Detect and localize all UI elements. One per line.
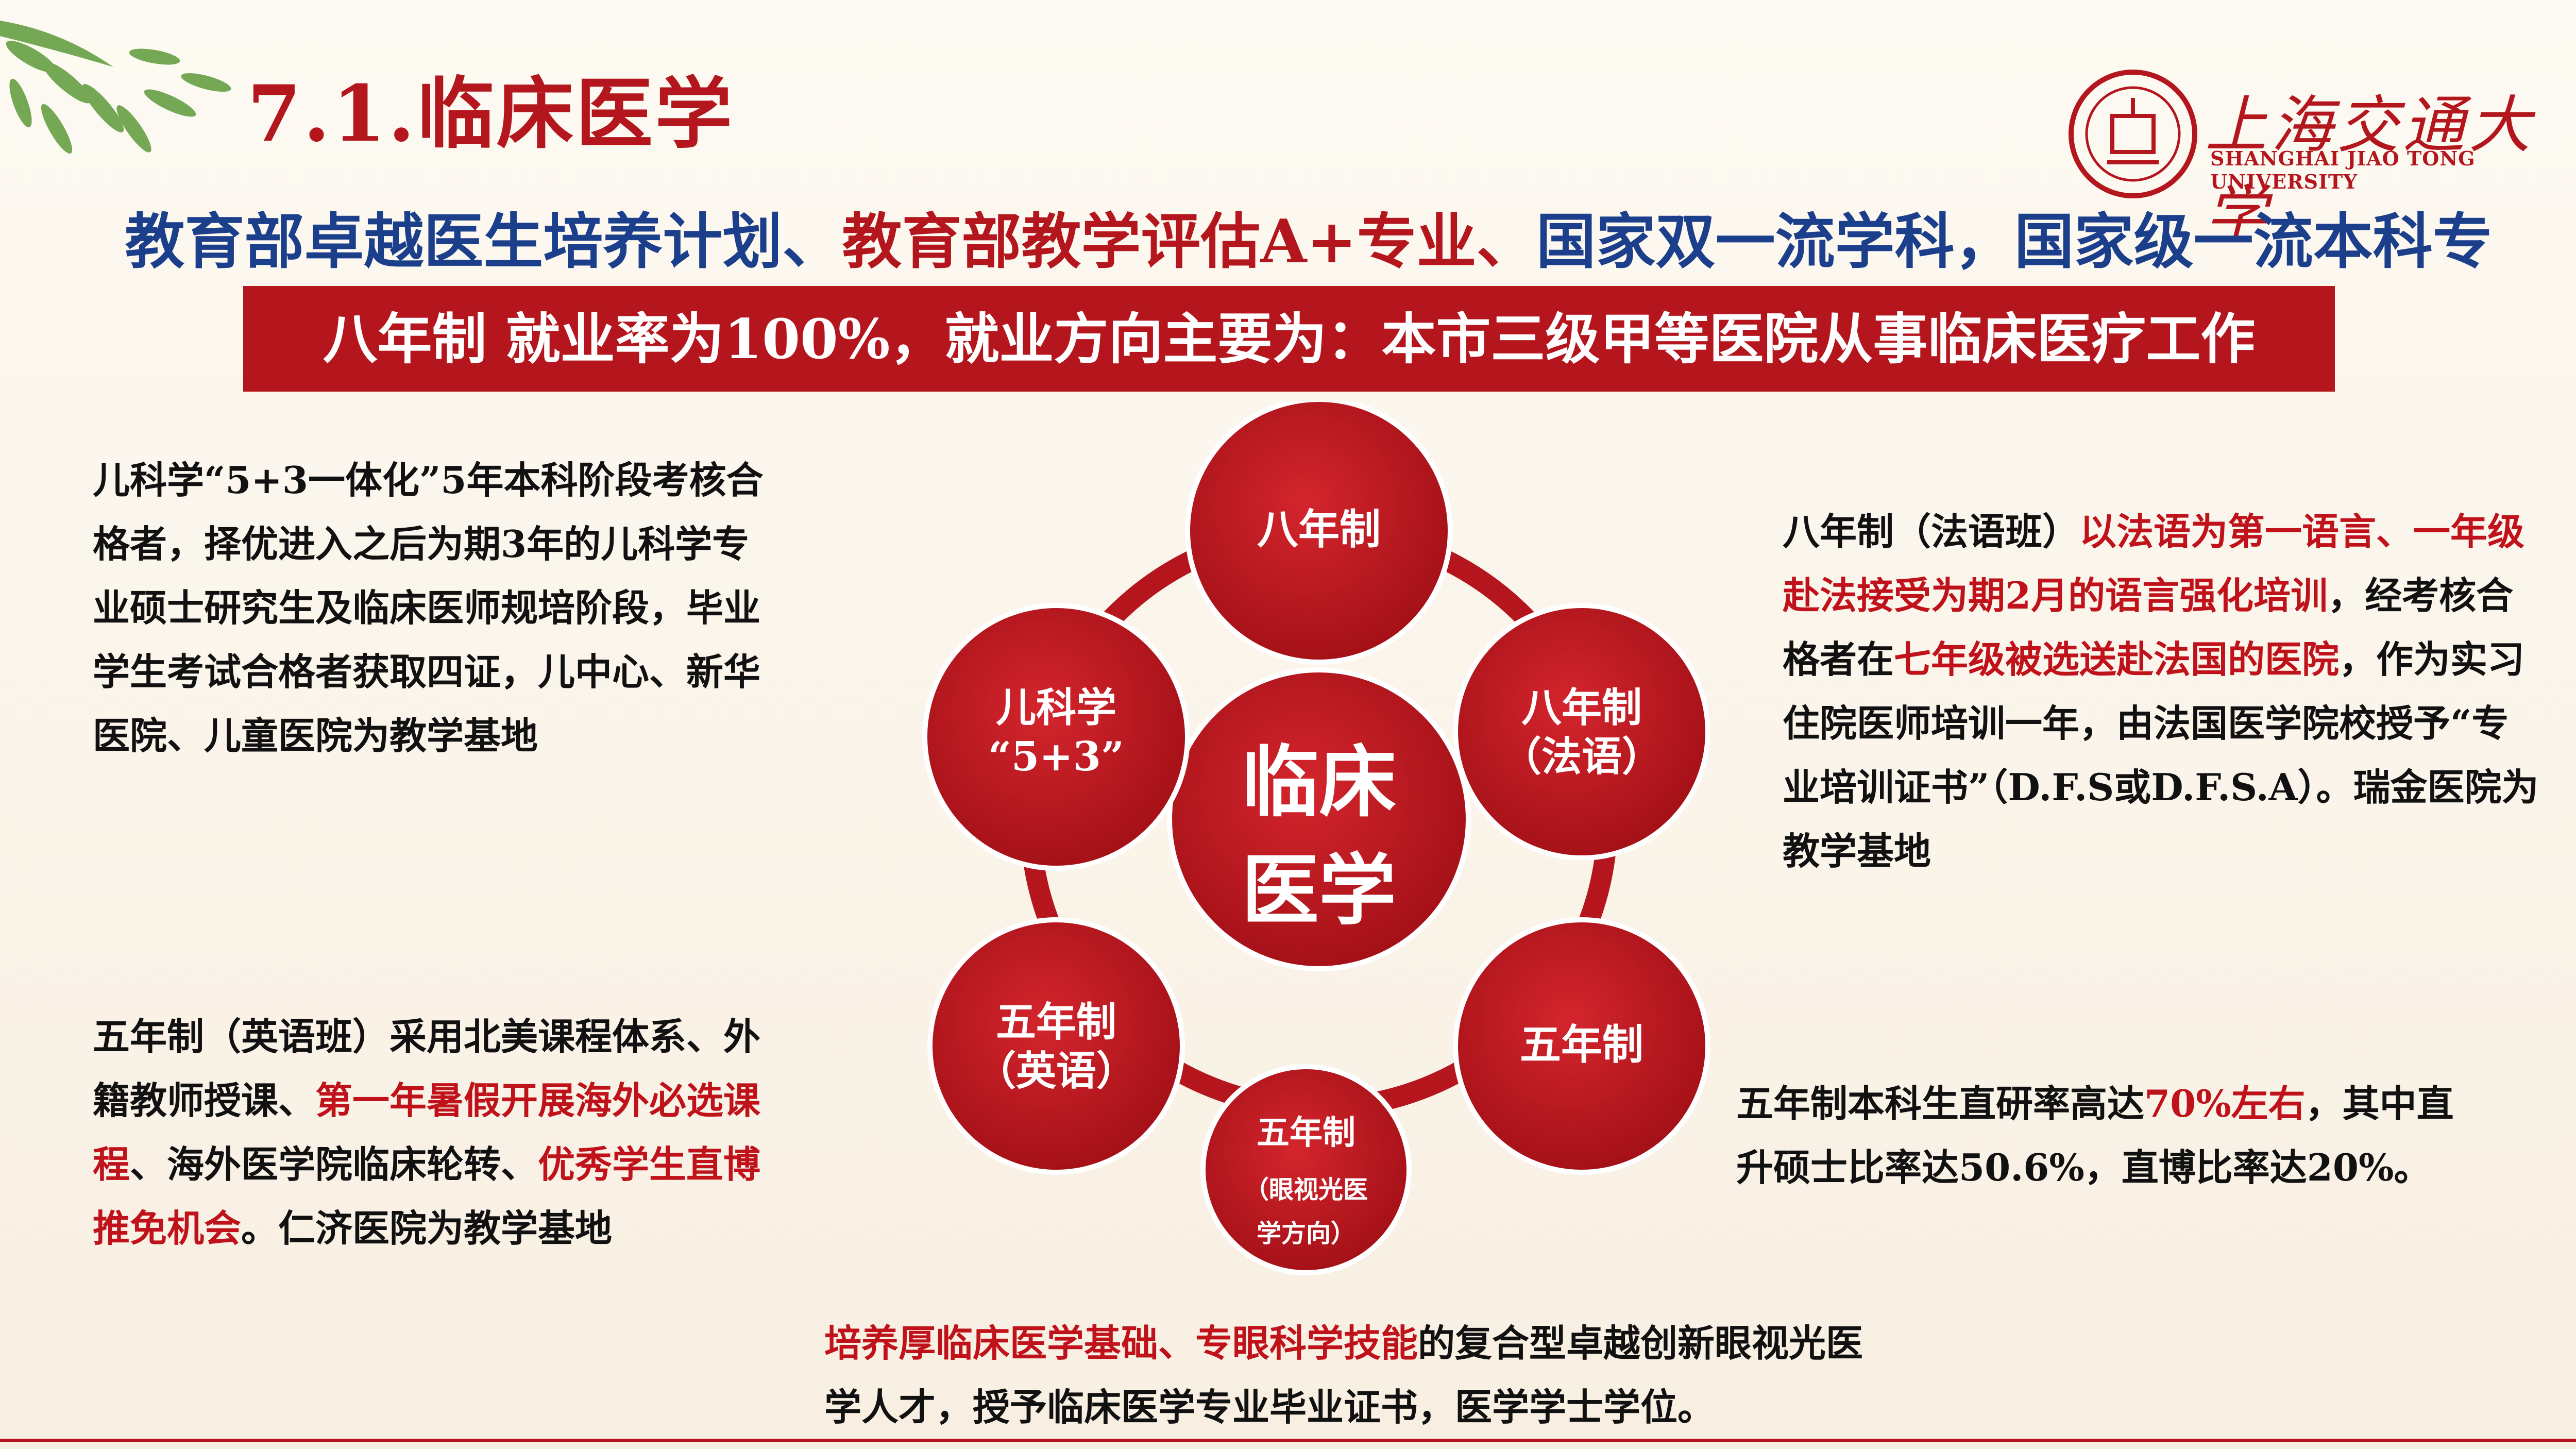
- highlight-segment: 七年级被选送赴法国的医院: [1894, 637, 2340, 681]
- footer-rule: [0, 1439, 2576, 1442]
- text-segment: ，作为实习住院医师培训一年，由法国医学院校授予“专业培训证书”（D.F.S或D.…: [1783, 637, 2539, 873]
- highlight-segment: 以法语为第一语言、一年级赴法接受为期2月的语言强化培训: [1783, 510, 2525, 617]
- program-node-1: [1185, 402, 1453, 665]
- pediatrics-description: 儿科学“5+3一体化”5年本科阶段考核合格者，择优进入之后为期3年的儿科学专业硕…: [93, 458, 764, 757]
- five-year-english-description: 五年制（英语班）采用北美课程体系、外籍教师授课、第一年暑假开展海外必选课程、海外…: [93, 1005, 778, 1260]
- program-cycle-diagram: 临床 医学 八年制八年制（法语）五年制五年制（眼视光医学方向）五年制（英语）儿科…: [922, 402, 1710, 1275]
- program-node-3: [1453, 917, 1710, 1175]
- text-segment: ，其中直升硕士比率达50.6%，直博比率达20%。: [1736, 1082, 2454, 1189]
- subtitle-part1: 教育部卓越医生培养计划、: [125, 207, 842, 277]
- program-node-2-label: 八年制: [1521, 684, 1642, 731]
- program-node-4-label: 学方向）: [1257, 1219, 1355, 1248]
- program-node-6: [922, 603, 1190, 871]
- text-segment: 。仁济医院为教学基地: [241, 1206, 613, 1250]
- center-circle: [1167, 667, 1471, 971]
- subtitle-part2: 教育部教学评估A+专业、: [842, 207, 1536, 277]
- university-name-cn: 上海交通大学: [2205, 90, 2535, 251]
- program-node-4: [1200, 1064, 1412, 1275]
- five-year-stats-description: 五年制本科生直研率高达70%左右，其中直升硕士比率达50.6%，直博比率达20%…: [1736, 1072, 2468, 1200]
- program-node-5-label: （英语）: [976, 1048, 1137, 1094]
- program-node-5-label: 五年制: [996, 999, 1116, 1046]
- employment-banner: 八年制 就业率为100%，就业方向主要为：本市三级甲等医院从事临床医疗工作: [243, 286, 2335, 392]
- text-segment: 八年制（法语班）: [1783, 510, 2080, 553]
- program-node-3-label: 五年制: [1520, 1020, 1643, 1069]
- program-node-6-label: 儿科学: [996, 684, 1116, 731]
- eight-year-french-description: 八年制（法语班）以法语为第一语言、一年级赴法接受为期2月的语言强化培训，经考核合…: [1783, 500, 2540, 883]
- program-node-4-label: （眼视光医: [1244, 1175, 1368, 1204]
- center-label-line2: 医学: [1242, 845, 1396, 936]
- willow-leaves-decoration: [0, 21, 231, 154]
- page-title: 7.1.临床医学: [247, 69, 735, 159]
- university-name-en: SHANGHAI JIAO TONG UNIVERSITY: [2210, 147, 2476, 193]
- program-node-2: [1453, 603, 1710, 861]
- program-node-4-label: 五年制: [1257, 1114, 1355, 1152]
- text-segment: 五年制（英语班）采用北美课程体系、外籍教师授课、: [93, 1015, 761, 1122]
- text-segment: 的复合型卓越创新眼视光医学人才，授予临床医学专业毕业证书，医学学士学位。: [824, 1321, 1863, 1429]
- program-node-1-label: 八年制: [1257, 505, 1381, 553]
- center-label-line1: 临床: [1242, 737, 1396, 828]
- highlight-segment: 优秀学生直博推免机会: [93, 1142, 761, 1250]
- text-segment: 、海外医学院临床轮转、: [130, 1142, 538, 1186]
- text-segment: ，经考核合格者在: [1783, 574, 2514, 681]
- subtitle-honors: 教育部卓越医生培养计划、教育部教学评估A+专业、国家双一流学科，国家级一流本科专…: [108, 193, 2509, 366]
- highlight-segment: 70%左右: [2144, 1082, 2306, 1125]
- optometry-description: 培养厚临床医学基础、专眼科学技能的复合型卓越创新眼视光医学人才，授予临床医学专业…: [824, 1311, 1896, 1439]
- program-node-2-label: （法语）: [1501, 733, 1662, 780]
- university-seal-icon: [2069, 70, 2197, 198]
- program-node-6-label: “5+3”: [988, 733, 1124, 780]
- program-node-5: [927, 917, 1185, 1175]
- highlight-segment: 培养厚临床医学基础、专眼科学技能: [824, 1321, 1418, 1365]
- text-segment: 五年制本科生直研率高达: [1736, 1082, 2145, 1125]
- highlight-segment: 第一年暑假开展海外必选课程: [93, 1079, 761, 1186]
